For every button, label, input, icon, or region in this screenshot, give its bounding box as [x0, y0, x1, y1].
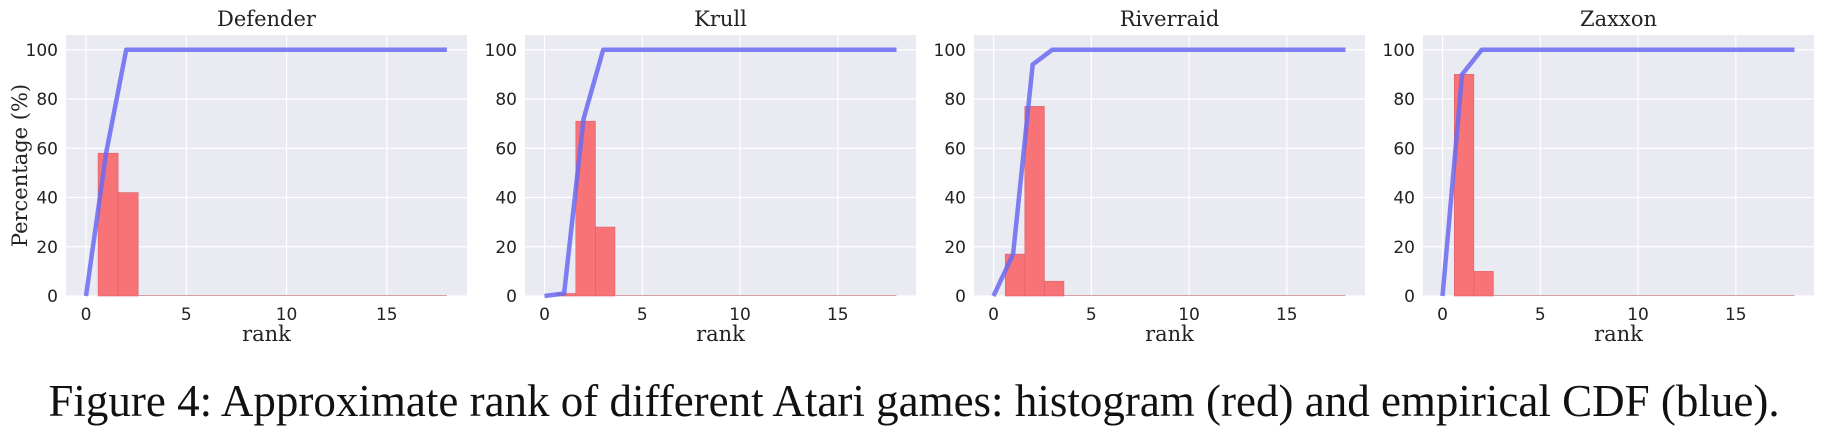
x-tick-label: 5 [1535, 305, 1546, 325]
histogram-bar [1473, 271, 1494, 297]
x-tick-label: 5 [181, 305, 192, 325]
y-tick-label: 0 [47, 287, 58, 307]
chart-title: Defender [217, 7, 317, 31]
plot-area [1423, 35, 1814, 296]
histogram-bar [595, 226, 616, 297]
histogram-bar [1044, 280, 1065, 297]
y-tick-label: 100 [485, 41, 517, 61]
chart-panel-riverraid: 0 20 40 60 80 100 0 5 10 15 Riverraid rank [934, 7, 1365, 346]
y-tick-label: 100 [1383, 41, 1415, 61]
x-tick-label: 0 [1437, 305, 1448, 325]
y-tick-label: 80 [495, 90, 517, 110]
y-tick-label: 80 [1393, 90, 1415, 110]
cdf-line [1440, 47, 1795, 297]
y-tick-label: 60 [36, 139, 58, 159]
cdf-line [991, 47, 1346, 297]
y-tick-label: 100 [934, 41, 966, 61]
x-tick-label: 15 [376, 305, 398, 325]
cdf-line [544, 47, 897, 299]
x-tick-label: 10 [1178, 305, 1200, 325]
histogram-bar [1024, 106, 1045, 297]
x-tick-label: 15 [1725, 305, 1747, 325]
x-tick-label: 5 [637, 305, 648, 325]
x-axis-label: rank [1594, 322, 1643, 346]
chart-title: Riverraid [1120, 7, 1220, 31]
cdf-line [83, 47, 447, 297]
histogram-bar [117, 192, 139, 297]
y-tick-label: 40 [1393, 189, 1415, 209]
chart-panel-krull: 0 20 40 60 80 100 0 5 10 15 Krull rank [485, 7, 916, 346]
x-tick-label: 10 [1627, 305, 1649, 325]
y-tick-label: 40 [495, 189, 517, 209]
y-tick-label: 20 [36, 238, 58, 258]
y-tick-label: 60 [1393, 139, 1415, 159]
y-tick-label: 20 [495, 238, 517, 258]
y-tick-label: 60 [944, 139, 966, 159]
y-axis-label: Percentage (%) [8, 84, 32, 247]
y-tick-label: 40 [944, 189, 966, 209]
y-tick-label: 0 [506, 287, 517, 307]
y-tick-label: 20 [1393, 238, 1415, 258]
y-tick-label: 20 [944, 238, 966, 258]
chart-title: Krull [694, 7, 747, 31]
y-tick-label: 0 [1404, 287, 1415, 307]
chart-panel-defender: 0 20 40 60 80 100 0 5 10 15 Defender rank Percentage… [8, 7, 467, 346]
y-tick-label: 0 [955, 287, 966, 307]
y-tick-label: 80 [36, 90, 58, 110]
chart-panel-zaxxon: 0 20 40 60 80 100 0 5 10 15 Zaxxon rank [1383, 7, 1814, 346]
x-tick-label: 0 [539, 305, 550, 325]
x-tick-label: 15 [1276, 305, 1298, 325]
y-tick-label: 60 [495, 139, 517, 159]
x-tick-label: 15 [827, 305, 849, 325]
y-tick-label: 80 [944, 90, 966, 110]
x-tick-label: 0 [81, 305, 92, 325]
x-axis-label: rank [242, 322, 291, 346]
x-tick-label: 10 [276, 305, 298, 325]
chart-title: Zaxxon [1580, 7, 1657, 31]
x-axis-label: rank [1145, 322, 1194, 346]
y-tick-label: 100 [26, 41, 58, 61]
x-tick-label: 10 [729, 305, 751, 325]
x-axis-label: rank [696, 322, 745, 346]
x-tick-label: 5 [1086, 305, 1097, 325]
x-tick-label: 0 [988, 305, 999, 325]
y-tick-label: 40 [36, 189, 58, 209]
figure-caption: Figure 4: Approximate rank of different … [48, 376, 1780, 426]
